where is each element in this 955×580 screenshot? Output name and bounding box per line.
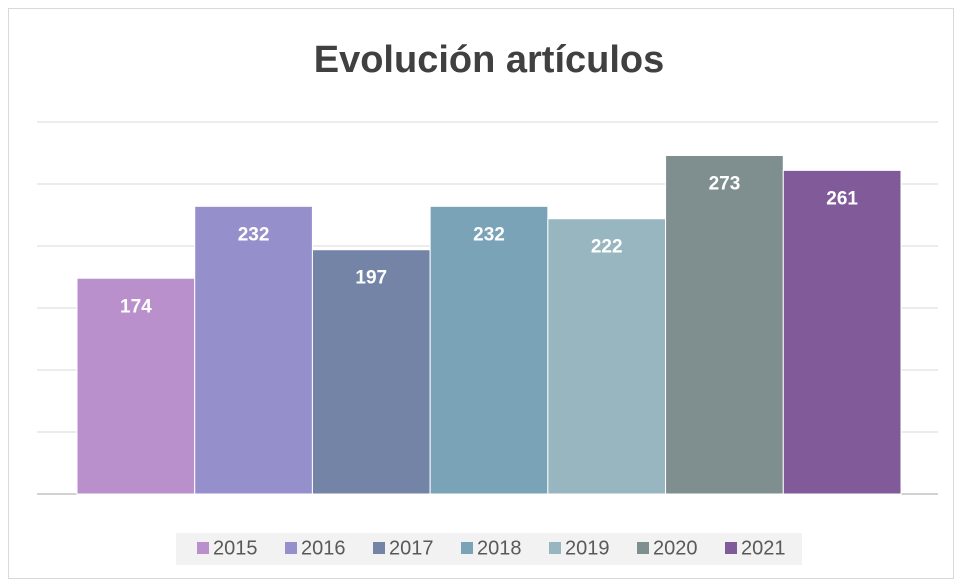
legend-background xyxy=(176,533,802,565)
data-label: 232 xyxy=(473,224,505,245)
legend-swatch xyxy=(637,542,649,554)
legend-swatch xyxy=(197,542,209,554)
data-label: 232 xyxy=(238,224,270,245)
legend-label: 2016 xyxy=(301,537,346,559)
legend-label: 2019 xyxy=(565,537,610,559)
bar xyxy=(429,205,549,495)
legend-swatch xyxy=(725,542,737,554)
legend-swatch xyxy=(461,542,473,554)
data-label: 273 xyxy=(709,173,741,194)
legend-label: 2021 xyxy=(741,537,786,559)
legend-swatch xyxy=(373,542,385,554)
bar xyxy=(194,205,313,495)
legend-label: 2017 xyxy=(389,537,434,559)
bar xyxy=(547,218,667,495)
legend-label: 2015 xyxy=(213,537,258,559)
legend-swatch xyxy=(549,542,561,554)
bar xyxy=(311,249,431,495)
chart-title: Evolución artículos xyxy=(314,39,665,81)
data-label: 222 xyxy=(591,237,623,258)
legend-label: 2020 xyxy=(653,537,698,559)
data-label: 197 xyxy=(355,268,387,289)
bar xyxy=(76,277,196,495)
data-label: 261 xyxy=(826,188,858,209)
bar xyxy=(665,154,784,495)
bar xyxy=(782,169,902,495)
legend-swatch xyxy=(285,542,297,554)
data-label: 174 xyxy=(120,296,152,317)
legend-label: 2018 xyxy=(477,537,522,559)
